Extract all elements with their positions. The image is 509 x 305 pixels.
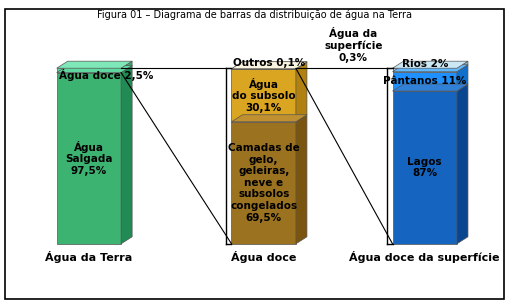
Polygon shape: [392, 65, 468, 72]
Polygon shape: [392, 61, 468, 68]
Polygon shape: [232, 62, 307, 69]
Bar: [56, 73, 121, 244]
Bar: [56, 68, 121, 73]
Bar: [232, 69, 296, 122]
Polygon shape: [457, 65, 468, 91]
Bar: [392, 91, 457, 244]
Bar: [392, 72, 457, 91]
Text: Água
do subsolo
30,1%: Água do subsolo 30,1%: [232, 78, 296, 113]
Polygon shape: [232, 62, 307, 69]
Polygon shape: [392, 84, 468, 91]
Polygon shape: [296, 62, 307, 69]
Polygon shape: [457, 84, 468, 244]
Polygon shape: [121, 66, 132, 244]
Bar: [232, 122, 296, 244]
Polygon shape: [296, 62, 307, 122]
Text: Água doce 2,5%: Água doce 2,5%: [59, 69, 153, 81]
Bar: [392, 68, 457, 72]
Polygon shape: [296, 115, 307, 244]
Text: Outros 0,1%: Outros 0,1%: [233, 58, 305, 68]
Text: Água da Terra: Água da Terra: [45, 251, 132, 263]
Text: Água doce: Água doce: [231, 251, 296, 263]
Text: Figura 01 – Diagrama de barras da distribuição de água na Terra: Figura 01 – Diagrama de barras da distri…: [97, 9, 412, 20]
Text: Pântanos 11%: Pântanos 11%: [383, 76, 466, 86]
Text: Camadas de
gelo,
geleiras,
neve e
subsolos
congelados
69,5%: Camadas de gelo, geleiras, neve e subsol…: [228, 143, 300, 223]
Text: Rios 2%: Rios 2%: [402, 59, 448, 69]
Text: Água doce da superfície: Água doce da superfície: [350, 251, 500, 263]
Polygon shape: [56, 61, 132, 68]
Polygon shape: [232, 115, 307, 122]
Polygon shape: [457, 61, 468, 72]
Text: Lagos
87%: Lagos 87%: [407, 157, 442, 178]
Text: Água
Salgada
97,5%: Água Salgada 97,5%: [65, 141, 112, 176]
Polygon shape: [121, 61, 132, 73]
Polygon shape: [56, 66, 132, 73]
Text: Água da
superfície
0,3%: Água da superfície 0,3%: [324, 27, 383, 63]
